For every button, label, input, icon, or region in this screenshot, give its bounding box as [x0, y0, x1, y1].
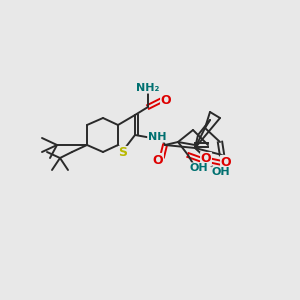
Text: OH: OH: [212, 167, 230, 177]
Text: NH: NH: [148, 132, 166, 142]
Text: OH: OH: [190, 163, 208, 173]
Text: O: O: [153, 154, 163, 166]
Text: S: S: [118, 146, 127, 160]
Text: O: O: [201, 152, 211, 166]
Text: O: O: [221, 155, 231, 169]
Text: O: O: [161, 94, 171, 106]
Text: NH₂: NH₂: [136, 83, 160, 93]
